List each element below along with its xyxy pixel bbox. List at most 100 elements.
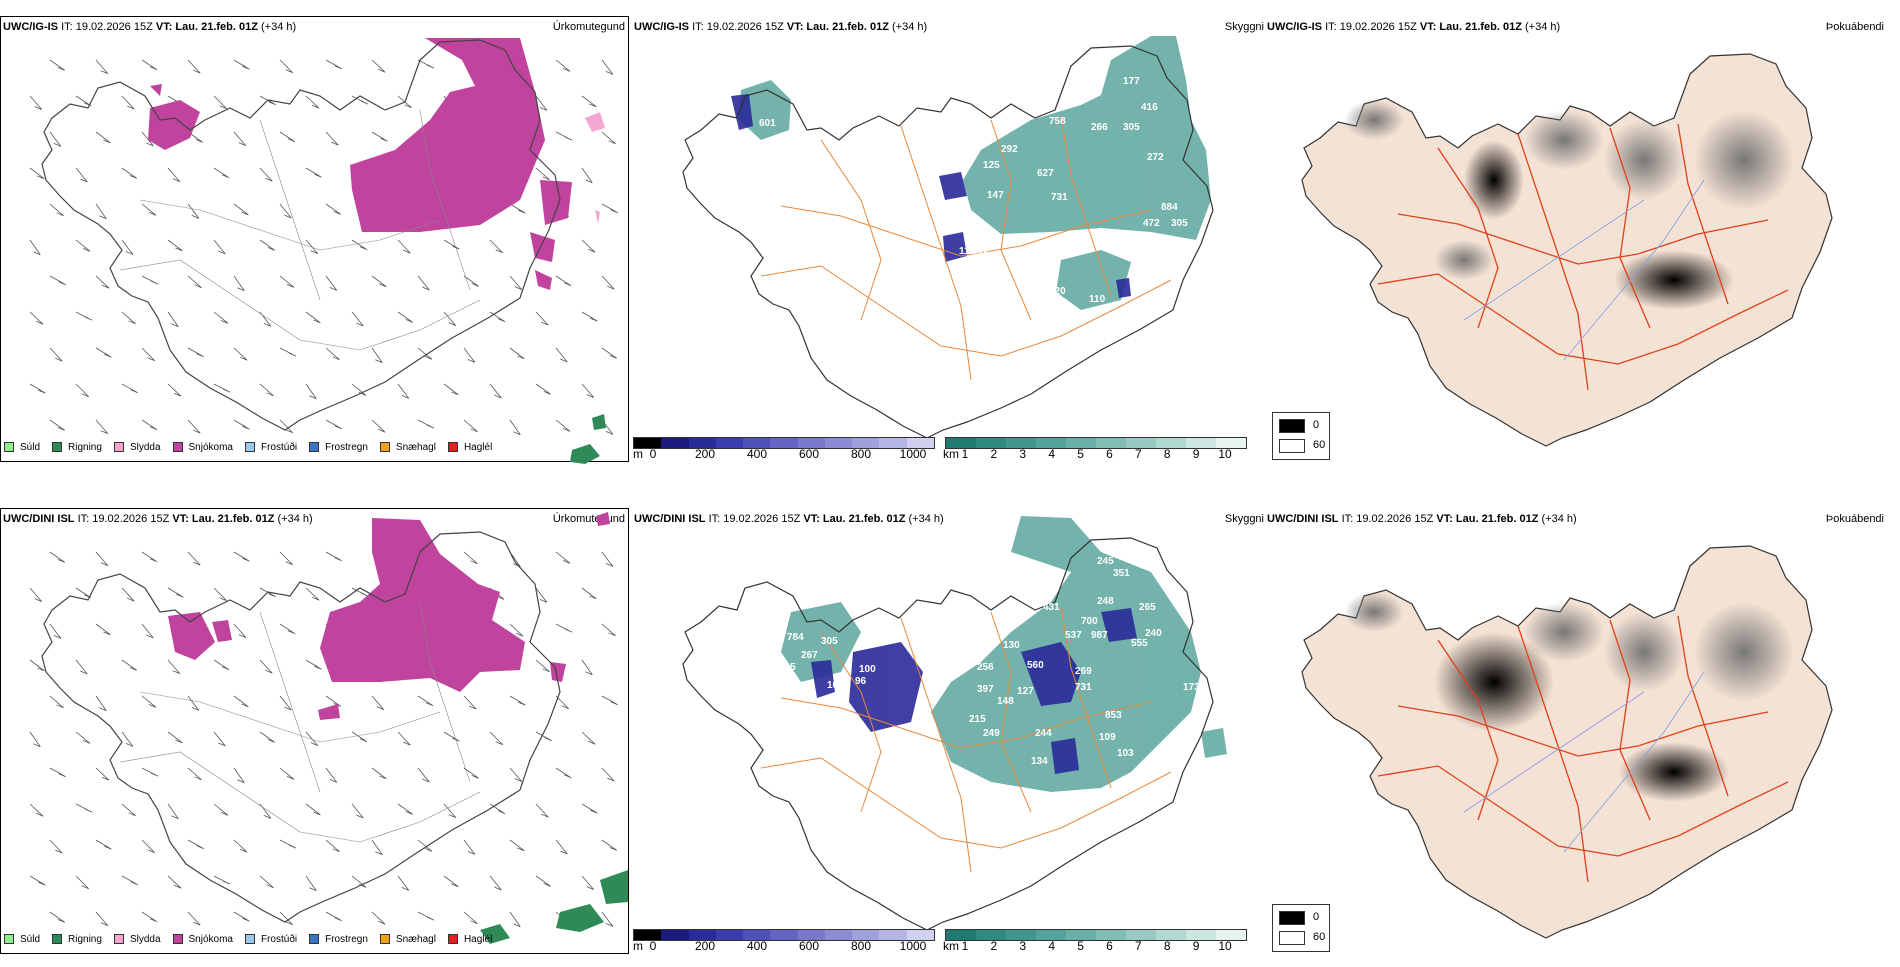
vis-km-area	[781, 516, 1227, 792]
valid-time-value: Lau. 21.feb. 01Z	[806, 21, 889, 33]
wind-barb	[95, 911, 109, 926]
wind-barb	[167, 731, 183, 744]
visibility-value-label: 110	[1089, 294, 1106, 305]
wind-barb	[167, 659, 181, 674]
visibility-value-label: 987	[1091, 630, 1108, 641]
wind-barb	[233, 551, 250, 562]
visibility-value-label: 520	[1049, 286, 1066, 297]
fog-legend-low-label: 60	[1313, 439, 1326, 451]
visibility-value-label: 250	[965, 646, 982, 657]
wind-barb	[535, 587, 548, 603]
wind-barb	[95, 419, 109, 434]
issue-time: IT: 19.02.2026 15Z	[61, 21, 153, 33]
colorbar-segment	[906, 930, 934, 940]
row-dini-isl: UWC/DINI ISL IT: 19.02.2026 15Z VT: Lau.…	[0, 492, 1900, 967]
legend-item: Snæhagl	[379, 934, 436, 945]
wind-barb	[417, 275, 430, 291]
legend-item: Slydda	[113, 442, 161, 453]
visibility-value-label: 130	[1003, 640, 1020, 651]
colorbar-tick-label: 0	[649, 939, 657, 953]
colorbar-tick-label: 1	[961, 939, 969, 953]
wind-barb	[305, 587, 320, 601]
colorbar-tick-label: 200	[694, 939, 716, 953]
visibility-value-label: 267	[801, 650, 818, 661]
colorbar-tick-label: 600	[798, 447, 820, 461]
wind-barb	[75, 167, 88, 183]
wind-barb	[535, 95, 548, 111]
wind-barb	[49, 767, 66, 778]
colorbar-tick-label: 9	[1192, 447, 1200, 461]
sleet-area	[585, 112, 605, 224]
wind-barb	[443, 383, 459, 396]
wind-barb	[371, 131, 388, 142]
wind-barb	[601, 275, 615, 290]
colorbar-tick-label: 5	[1077, 939, 1084, 953]
wind-barb	[581, 659, 593, 676]
wind-barb	[95, 275, 110, 289]
valid-time-value: Lau. 21.feb. 01Z	[175, 21, 258, 33]
wind-barb	[29, 383, 46, 394]
wind-barb	[601, 623, 616, 637]
wind-barb	[187, 59, 201, 74]
visibility-value-label: 401	[1031, 582, 1048, 593]
wind-barb	[535, 311, 549, 326]
legend-item: Frostúði	[244, 934, 297, 945]
colorbar-segment	[1156, 438, 1186, 448]
wind-barb	[29, 311, 44, 325]
wind-barb	[121, 311, 136, 325]
colorbar-segment	[946, 438, 976, 448]
wind-barb	[187, 275, 202, 289]
visibility-value-label: 397	[977, 684, 994, 695]
wind-barb	[601, 839, 617, 851]
fog-legend-high-label: 0	[1313, 419, 1320, 431]
iceland-outline	[682, 537, 1214, 931]
colorbar-segment	[1006, 438, 1036, 448]
colorbar-segment	[879, 438, 907, 448]
wind-barb	[187, 347, 204, 358]
wind-barb	[509, 767, 523, 782]
visibility-value-label: 416	[1141, 102, 1158, 113]
visibility-value-label: 109	[1099, 732, 1116, 743]
colorbar-tick-label: 400	[746, 447, 768, 461]
model-name: UWC/IG-IS	[3, 21, 58, 33]
wind-barb	[213, 311, 229, 324]
valid-time-value: Lau. 21.feb. 01Z	[191, 513, 275, 525]
iceland-outline	[41, 39, 561, 431]
visibility-value-label: 731	[1075, 682, 1092, 693]
visibility-value-label: 96	[855, 676, 867, 687]
visibility-value-label: 266	[1091, 122, 1108, 133]
visibility-panel: UWC/DINI ISL IT: 19.02.2026 15Z VT: Lau.…	[631, 492, 1264, 967]
colorbar-segment	[852, 930, 880, 940]
visibility-value-label: 431	[1043, 602, 1060, 613]
wind-barb	[351, 383, 367, 396]
fog-map	[1301, 53, 1833, 447]
visibility-value-label: 731	[1051, 192, 1068, 203]
precip-legend: Súld Rigning Slydda Snjókoma Frostúði Fr…	[4, 930, 504, 948]
wind-barb	[489, 383, 502, 399]
colorbar-tick-label: 6	[1106, 447, 1113, 461]
snow-area	[148, 38, 572, 290]
legend-item: Frostregn	[309, 934, 368, 945]
rain-area	[480, 870, 628, 944]
visibility-value-label: 148	[997, 696, 1014, 707]
wind-barb	[141, 695, 157, 708]
precip-type-panel: UWC/IG-IS IT: 19.02.2026 15Z VT: Lau. 21…	[0, 0, 631, 475]
wind-barb	[581, 167, 593, 184]
wind-barb	[417, 59, 435, 69]
colorbar-tick-label: 3	[1019, 939, 1027, 953]
wind-barb	[305, 659, 322, 670]
wind-barb	[121, 167, 137, 179]
wind-barb	[325, 347, 340, 361]
wind-barb	[489, 239, 504, 254]
visibility-value-label: 248	[1097, 596, 1114, 607]
wind-barb	[555, 347, 568, 363]
wind-barb	[187, 695, 200, 711]
wind-barb	[509, 839, 525, 852]
wind-barb	[305, 167, 322, 178]
legend-item: Frostúði	[244, 442, 297, 453]
wind-barb	[279, 419, 294, 434]
wind-barb	[213, 95, 228, 110]
wind-barb	[49, 347, 63, 362]
valid-time-label: VT:	[1419, 21, 1437, 33]
